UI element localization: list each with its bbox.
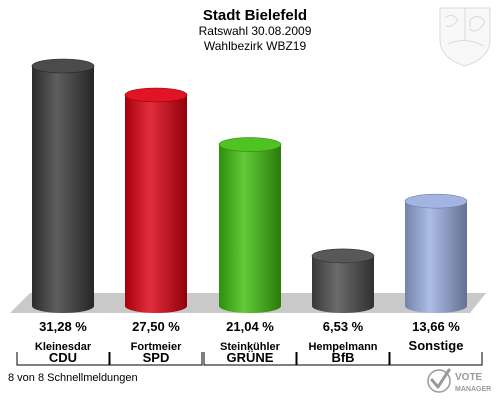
- vote-manager-logo: VOTE MANAGER: [427, 368, 491, 393]
- vote-manager-check-icon: [427, 368, 451, 393]
- bar-bfb: [311, 248, 375, 313]
- candidate-label: Fortmeier: [131, 341, 182, 353]
- category-label: Sonstige: [409, 338, 464, 353]
- value-label: 13,66 %: [412, 319, 460, 334]
- chart-title: Stadt Bielefeld: [203, 7, 307, 24]
- candidate-label: Steinkühler: [220, 341, 281, 353]
- footer-note: 8 von 8 Schnellmeldungen: [8, 372, 138, 384]
- value-label: 6,53 %: [323, 319, 364, 334]
- coat-of-arms-icon: [439, 7, 491, 67]
- vote-manager-logo-line2: MANAGER: [455, 386, 491, 393]
- category-label: CDU: [49, 350, 77, 365]
- category-label: BfB: [331, 350, 354, 365]
- chart-subtitle-district: Wahlbezirk WBZ19: [204, 39, 307, 53]
- vote-manager-logo-line1: VOTE: [455, 372, 483, 383]
- bar-spd: [124, 87, 188, 313]
- bar-cdu: [31, 58, 95, 313]
- bar-sonstige: [404, 193, 468, 313]
- value-label: 21,04 %: [226, 319, 274, 334]
- bar-gr-ne: [218, 137, 282, 313]
- value-label: 31,28 %: [39, 319, 87, 334]
- candidate-label: Hempelmann: [308, 341, 377, 353]
- category-label: SPD: [143, 350, 170, 365]
- category-label: GRÜNE: [227, 350, 274, 365]
- value-label: 27,50 %: [132, 319, 180, 334]
- category-box: Sonstige: [389, 338, 483, 366]
- candidate-label: Kleinesdar: [35, 341, 92, 353]
- chart-subtitle-date: Ratswahl 30.08.2009: [199, 24, 312, 38]
